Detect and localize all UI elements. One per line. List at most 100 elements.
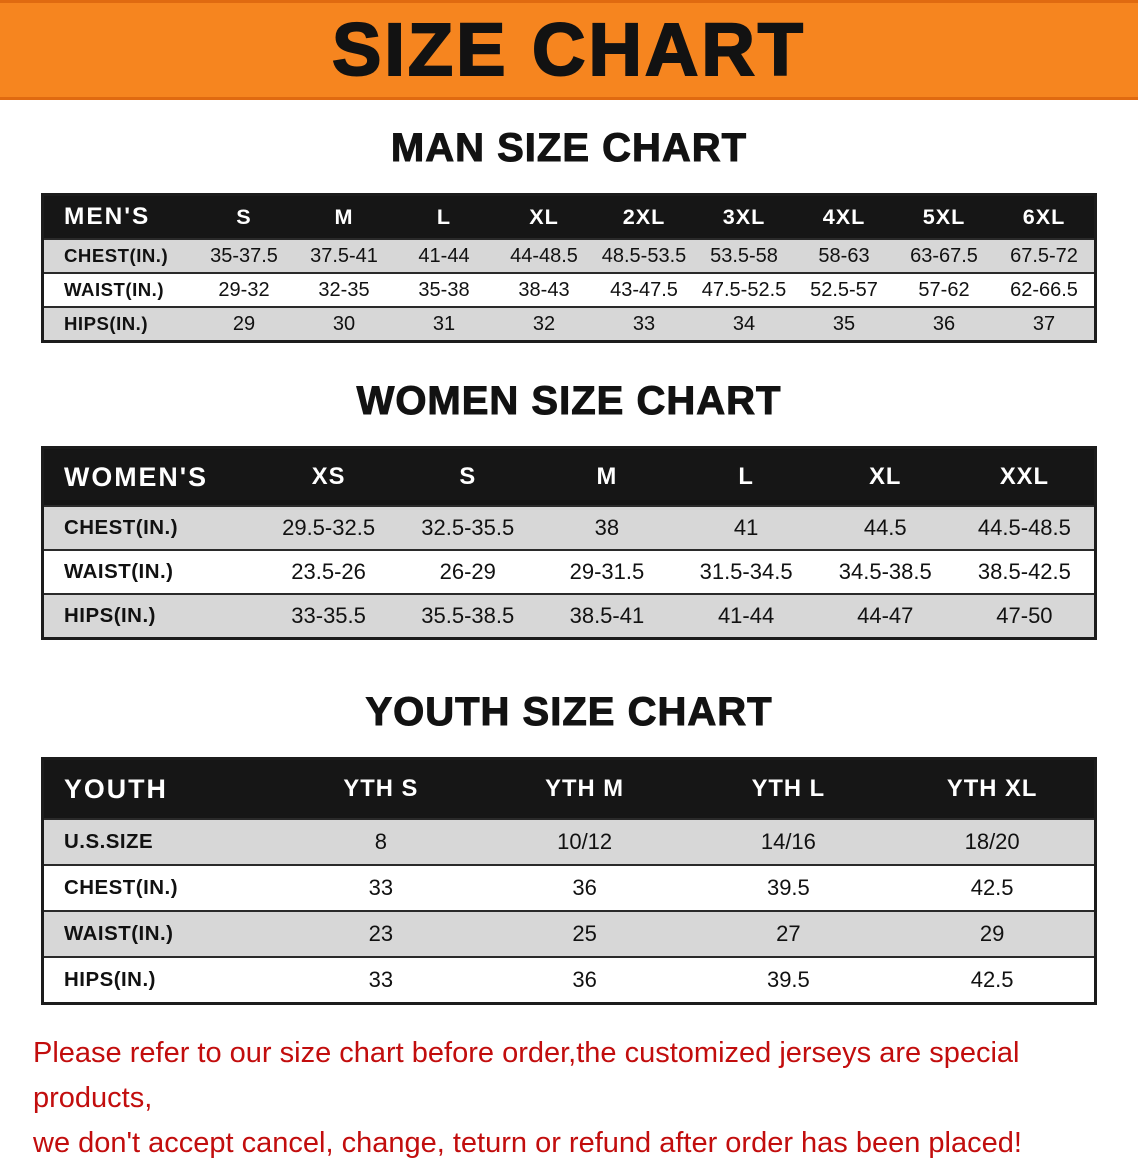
- size-value: 48.5-53.5: [601, 244, 687, 267]
- youth-section-heading: YOUTH SIZE CHART: [365, 690, 773, 735]
- row-label: HIPS(IN.): [64, 968, 156, 991]
- size-value: 29-31.5: [569, 559, 645, 584]
- table-title-cell: WOMEN'S: [64, 461, 209, 492]
- size-value: 52.5-57: [810, 278, 878, 301]
- size-column-header: L: [436, 204, 452, 229]
- size-column-header: YTH L: [751, 775, 826, 802]
- size-value: 44-47: [857, 603, 914, 628]
- size-value: 33: [368, 875, 394, 900]
- size-value: 38: [594, 515, 620, 540]
- size-value: 23: [368, 921, 394, 946]
- size-value: 41-44: [418, 244, 470, 267]
- size-column-header: XL: [529, 204, 559, 229]
- size-value: 32: [532, 312, 556, 335]
- disclaimer-line-2: we don't accept cancel, change, teturn o…: [33, 1126, 1022, 1159]
- size-column-header: S: [236, 204, 252, 229]
- size-value: 29: [979, 921, 1005, 946]
- size-value: 41-44: [717, 603, 775, 628]
- size-value: 33: [632, 312, 656, 335]
- size-value: 36: [572, 967, 597, 992]
- size-value: 47.5-52.5: [701, 278, 787, 301]
- size-value: 14/16: [760, 829, 816, 854]
- table-row: HIPS(IN.) 33-35.5 35.5-38.5 38.5-41 41-44 44-…: [44, 593, 1094, 637]
- table-row: WAIST(IN.) 23.5-26 26-29 29-31.5 31.5-34.5 34…: [44, 549, 1094, 593]
- youth-size-table: YOUTH YTH S YTH M YTH L YTH XL U.S.SIZE 8 10/12…: [41, 757, 1097, 1005]
- size-value: 37.5-41: [310, 244, 378, 267]
- row-label: CHEST(IN.): [64, 245, 169, 266]
- row-label: HIPS(IN.): [64, 604, 156, 627]
- size-value: 41: [733, 515, 759, 540]
- size-column-header: YTH S: [343, 775, 419, 802]
- row-label: WAIST(IN.): [64, 279, 165, 300]
- size-value: 31.5-34.5: [699, 559, 793, 584]
- men-size-table: MEN'S S M L XL 2XL 3XL 4XL 5XL 6XL CHEST(IN.) 35-37…: [41, 193, 1097, 343]
- size-value: 38.5-42.5: [977, 559, 1071, 584]
- size-value: 44-48.5: [510, 244, 578, 267]
- size-value: 42.5: [970, 967, 1014, 992]
- size-value: 32.5-35.5: [421, 515, 515, 540]
- women-size-table: WOMEN'S XS S M L XL XXL CHEST(IN.) 29.5-32.5 32.5…: [41, 446, 1097, 640]
- size-value: 35-38: [418, 278, 470, 301]
- row-label: U.S.SIZE: [64, 830, 154, 853]
- size-value: 26-29: [439, 559, 496, 584]
- size-value: 62-66.5: [1010, 278, 1078, 301]
- table-header-row: WOMEN'S XS S M L XL XXL: [44, 449, 1094, 505]
- table-row: U.S.SIZE 8 10/12 14/16 18/20: [44, 818, 1094, 864]
- row-label: HIPS(IN.): [64, 313, 149, 334]
- size-value: 38.5-41: [569, 603, 645, 628]
- size-value: 47-50: [996, 603, 1053, 628]
- size-value: 36: [572, 875, 597, 900]
- size-column-header: S: [459, 463, 477, 490]
- size-value: 38-43: [518, 278, 570, 301]
- table-row: HIPS(IN.) 33 36 39.5 42.5: [44, 956, 1094, 1002]
- size-column-header: M: [334, 204, 354, 229]
- size-column-header: 2XL: [622, 204, 666, 229]
- banner-title: SIZE CHART: [331, 8, 806, 91]
- size-value: 33-35.5: [291, 603, 366, 628]
- size-value: 39.5: [766, 967, 810, 992]
- table-header-row: MEN'S S M L XL 2XL 3XL 4XL 5XL 6XL: [44, 196, 1094, 238]
- size-column-header: M: [596, 463, 618, 490]
- size-value: 44.5: [863, 515, 907, 540]
- size-value: 30: [332, 312, 356, 335]
- row-label: CHEST(IN.): [64, 516, 178, 539]
- size-value: 35-37.5: [210, 244, 278, 267]
- row-label: WAIST(IN.): [64, 922, 174, 945]
- size-value: 43-47.5: [610, 278, 678, 301]
- size-value: 27: [776, 921, 801, 946]
- size-value: 58-63: [818, 244, 870, 267]
- size-column-header: YTH XL: [946, 775, 1038, 802]
- table-title-cell: YOUTH: [64, 773, 168, 804]
- table-row: WAIST(IN.) 29-32 32-35 35-38 38-43 43-47.5 47.…: [44, 272, 1094, 306]
- size-value: 23.5-26: [291, 559, 366, 584]
- size-value: 29-32: [218, 278, 270, 301]
- size-column-header: YTH M: [545, 775, 625, 802]
- size-value: 31: [432, 312, 456, 335]
- disclaimer-line-1: Please refer to our size chart before or…: [33, 1037, 1020, 1114]
- size-value: 57-62: [918, 278, 970, 301]
- table-row: CHEST(IN.) 29.5-32.5 32.5-35.5 38 41 44.5 44.5…: [44, 505, 1094, 549]
- table-row: CHEST(IN.) 35-37.5 37.5-41 41-44 44-48.5 48.5…: [44, 238, 1094, 272]
- size-chart-banner: SIZE CHART: [0, 0, 1138, 100]
- table-row: CHEST(IN.) 33 36 39.5 42.5: [44, 864, 1094, 910]
- size-value: 34: [732, 312, 756, 335]
- size-value: 29: [232, 312, 256, 335]
- size-value: 18/20: [964, 829, 1020, 854]
- size-column-header: XL: [869, 463, 902, 490]
- size-value: 63-67.5: [910, 244, 978, 267]
- size-column-header: 4XL: [822, 204, 866, 229]
- men-section-heading: MAN SIZE CHART: [390, 126, 748, 171]
- size-column-header: XXL: [999, 463, 1050, 490]
- size-column-header: L: [738, 463, 754, 490]
- size-value: 44.5-48.5: [977, 515, 1071, 540]
- size-value: 10/12: [557, 829, 613, 854]
- size-value: 67.5-72: [1010, 244, 1078, 267]
- table-header-row: YOUTH YTH S YTH M YTH L YTH XL: [44, 760, 1094, 818]
- size-value: 25: [572, 921, 597, 946]
- women-section-heading: WOMEN SIZE CHART: [356, 379, 782, 424]
- size-value: 8: [374, 829, 387, 854]
- size-value: 32-35: [318, 278, 370, 301]
- size-column-header: XS: [311, 463, 346, 490]
- size-column-header: 5XL: [922, 204, 966, 229]
- size-value: 53.5-58: [710, 244, 778, 267]
